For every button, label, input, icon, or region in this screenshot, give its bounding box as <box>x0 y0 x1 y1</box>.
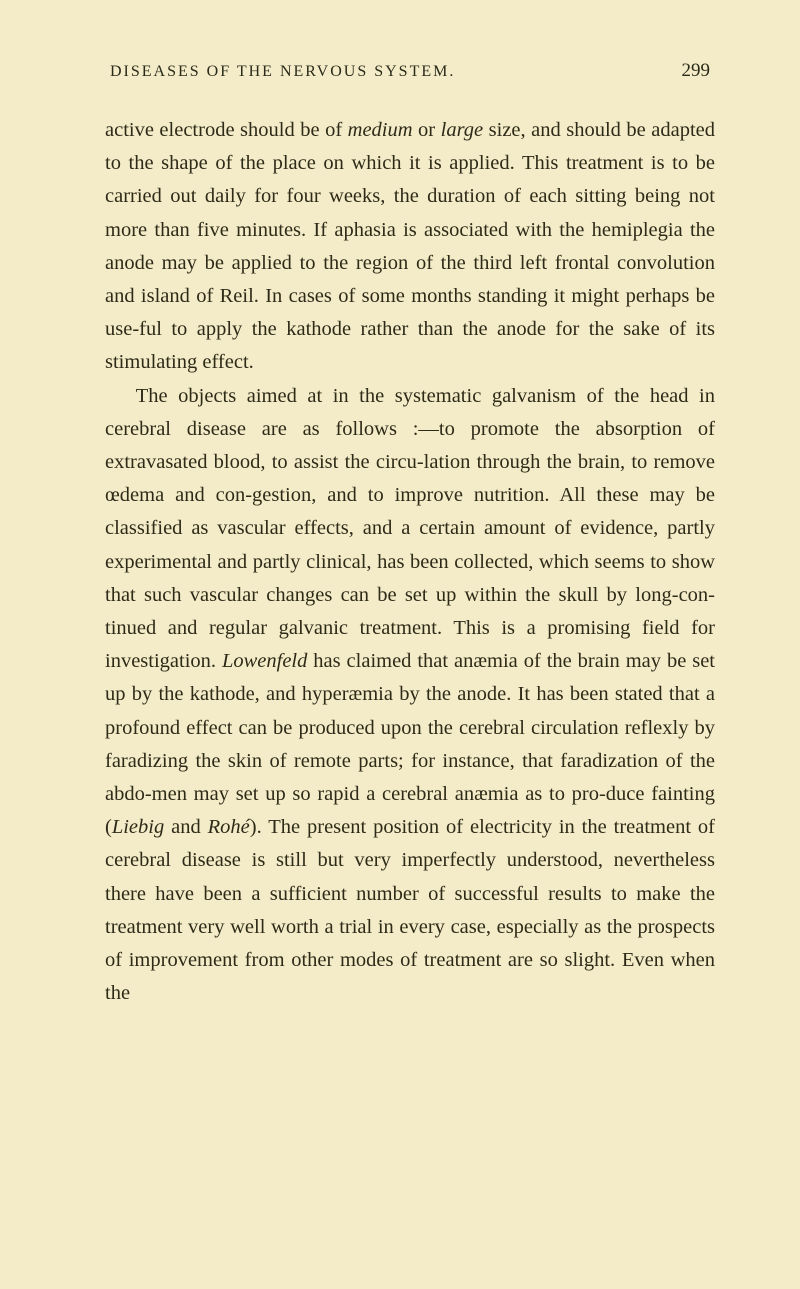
paragraph-1: active electrode should be of medium or … <box>105 114 715 380</box>
running-title: DISEASES OF THE NERVOUS SYSTEM. <box>110 63 455 81</box>
italic-text: Liebig <box>112 816 164 838</box>
text-run: has claimed that anæmia of the brain may… <box>105 650 715 838</box>
italic-text: Rohé <box>208 816 250 838</box>
page-header: DISEASES OF THE NERVOUS SYSTEM. 299 <box>105 60 715 82</box>
text-run: or <box>413 119 441 141</box>
italic-text: Lowenfeld <box>222 650 307 672</box>
text-run: active electrode should be of <box>105 119 348 141</box>
text-run: size, and should be adapted to the shape… <box>105 119 715 373</box>
text-run: and <box>164 816 207 838</box>
text-run: The objects aimed at in the systematic g… <box>105 385 715 673</box>
text-run: ). The present position of electricity i… <box>105 816 715 1004</box>
italic-text: large <box>441 119 484 141</box>
paragraph-2: The objects aimed at in the systematic g… <box>105 380 715 1011</box>
body-text: active electrode should be of medium or … <box>105 114 715 1010</box>
italic-text: medium <box>348 119 413 141</box>
page-number: 299 <box>682 60 711 82</box>
